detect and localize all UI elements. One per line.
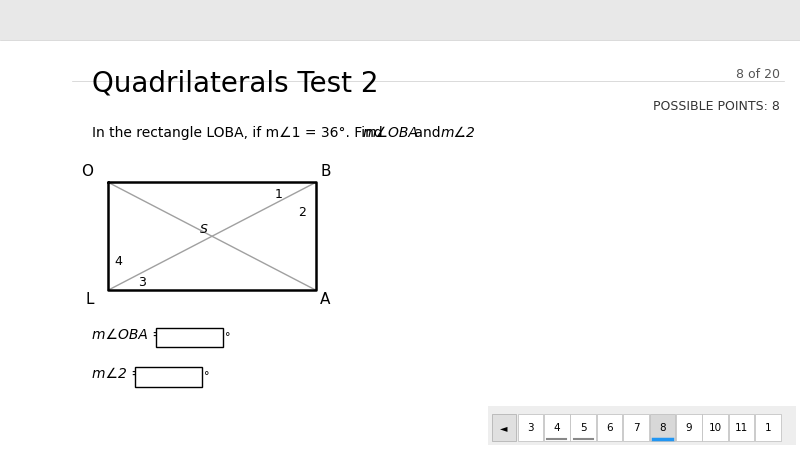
Bar <box>488 406 796 445</box>
Text: 3: 3 <box>527 423 534 433</box>
Text: m∠2 =: m∠2 = <box>92 367 147 382</box>
FancyBboxPatch shape <box>623 414 649 441</box>
Text: 8: 8 <box>659 423 666 433</box>
FancyBboxPatch shape <box>755 414 781 441</box>
FancyBboxPatch shape <box>597 414 622 441</box>
Text: °: ° <box>204 371 210 381</box>
Text: A: A <box>320 292 330 307</box>
Text: °: ° <box>225 332 230 342</box>
Text: 3: 3 <box>138 276 146 288</box>
FancyBboxPatch shape <box>570 414 596 441</box>
FancyBboxPatch shape <box>676 414 702 441</box>
Text: 9: 9 <box>686 423 692 433</box>
Text: 11: 11 <box>735 423 748 433</box>
Text: 5: 5 <box>580 423 586 433</box>
Text: 8 of 20: 8 of 20 <box>736 68 780 81</box>
Text: 2: 2 <box>298 206 306 219</box>
Text: In the rectangle LOBA, if m∠1 = 36°. Find: In the rectangle LOBA, if m∠1 = 36°. Fin… <box>92 126 387 140</box>
FancyBboxPatch shape <box>518 414 543 441</box>
Text: 4: 4 <box>554 423 560 433</box>
Text: m∠OBA: m∠OBA <box>362 126 418 140</box>
Text: 7: 7 <box>633 423 639 433</box>
Text: m∠2: m∠2 <box>441 126 476 140</box>
Text: O: O <box>82 164 94 179</box>
FancyBboxPatch shape <box>135 367 202 387</box>
FancyBboxPatch shape <box>729 414 754 441</box>
Text: B: B <box>320 164 330 179</box>
FancyBboxPatch shape <box>702 414 728 441</box>
Text: ◄: ◄ <box>500 423 508 433</box>
Text: S: S <box>200 223 208 236</box>
FancyBboxPatch shape <box>650 414 675 441</box>
Text: Quadrilaterals Test 2: Quadrilaterals Test 2 <box>92 70 378 98</box>
Text: 4: 4 <box>114 256 122 268</box>
Text: 6: 6 <box>606 423 613 433</box>
Text: POSSIBLE POINTS: 8: POSSIBLE POINTS: 8 <box>653 100 780 113</box>
Text: .: . <box>461 126 465 140</box>
Text: 1: 1 <box>765 423 771 433</box>
Bar <box>0 0 800 40</box>
FancyBboxPatch shape <box>156 328 223 347</box>
Text: 1: 1 <box>274 188 282 201</box>
Text: m∠OBA =: m∠OBA = <box>92 328 168 342</box>
Text: L: L <box>85 292 94 307</box>
FancyBboxPatch shape <box>544 414 570 441</box>
FancyBboxPatch shape <box>492 414 516 441</box>
Text: and: and <box>410 126 446 140</box>
Text: 10: 10 <box>709 423 722 433</box>
